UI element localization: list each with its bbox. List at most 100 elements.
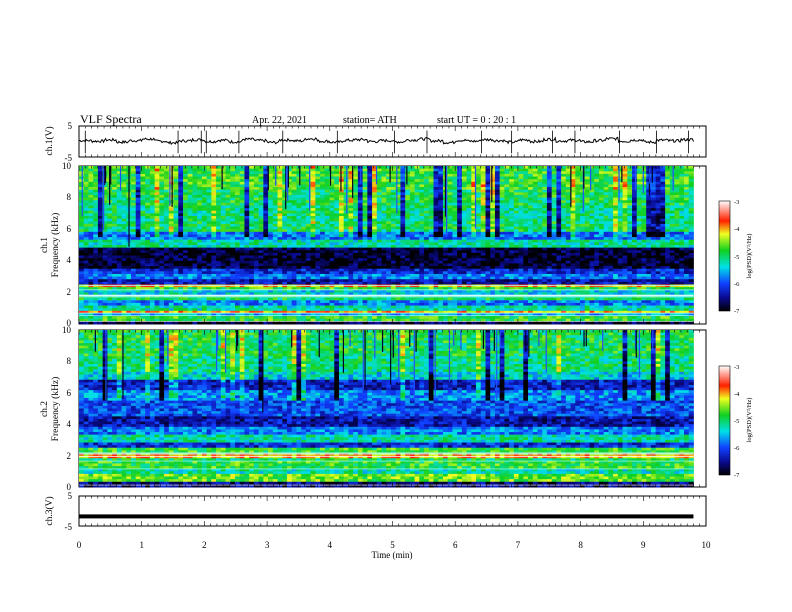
- spectrogram-cell: [424, 227, 429, 230]
- spectrogram-cell: [140, 237, 145, 240]
- spectrogram-cell: [249, 179, 254, 182]
- spectrogram-cell: [627, 208, 632, 211]
- spectrogram-cell: [504, 182, 509, 185]
- spectrogram-cell: [670, 216, 675, 219]
- spectrogram-cell: [197, 258, 202, 261]
- spectrogram-cell: [254, 169, 259, 172]
- spectrogram-cell: [372, 237, 377, 240]
- spectrogram-cell: [424, 250, 429, 253]
- spectrogram-cell: [608, 232, 613, 235]
- spectrogram-cell: [405, 195, 410, 198]
- spectrogram-cell: [367, 219, 372, 222]
- spectrogram-cell: [462, 234, 467, 237]
- spectrogram-cell: [192, 200, 197, 203]
- spectrogram-cell: [467, 229, 472, 232]
- spectrogram-cell: [637, 213, 642, 216]
- spectrogram-cell: [405, 198, 410, 201]
- spectrogram-cell: [254, 248, 259, 251]
- spectrogram-cell: [174, 166, 179, 169]
- spectrogram-cell: [495, 250, 500, 253]
- spectrogram-cell: [367, 242, 372, 245]
- spectrogram-cell: [188, 232, 193, 235]
- spectrogram-cell: [415, 234, 420, 237]
- spectrogram-cell: [377, 166, 382, 169]
- spectrogram-cell: [377, 195, 382, 198]
- spectrogram-cell: [126, 248, 131, 251]
- spectrogram-cell: [400, 250, 405, 253]
- spectrogram-cell: [452, 198, 457, 201]
- spectrogram-cell: [504, 256, 509, 259]
- spectrogram-cell: [400, 195, 405, 198]
- spectrogram-cell: [320, 195, 325, 198]
- spectrogram-cell: [462, 195, 467, 198]
- spectrogram-cell: [523, 200, 528, 203]
- spectrogram-cell: [519, 190, 524, 193]
- spectrogram-cell: [320, 248, 325, 251]
- spectrogram-cell: [334, 248, 339, 251]
- spectrogram-cell: [386, 221, 391, 224]
- spectrogram-cell: [542, 198, 547, 201]
- spectrogram-cell: [391, 234, 396, 237]
- spectrogram-cell: [192, 221, 197, 224]
- spectrogram-cell: [599, 195, 604, 198]
- spectrogram-cell: [268, 258, 273, 261]
- spectrogram-cell: [594, 248, 599, 251]
- spectrogram-cell: [259, 245, 264, 248]
- spectrogram-cell: [514, 190, 519, 193]
- spectrogram-cell: [112, 245, 117, 248]
- spectrogram-cell: [174, 198, 179, 201]
- spectrogram-cell: [561, 224, 566, 227]
- spectrogram-cell: [632, 171, 637, 174]
- spectrogram-cell: [178, 248, 183, 251]
- spectrogram-cell: [117, 240, 122, 243]
- spectrogram-cell: [415, 245, 420, 248]
- spectrogram-cell: [443, 261, 448, 264]
- spectrogram-cell: [500, 195, 505, 198]
- spectrogram-cell: [608, 192, 613, 195]
- spectrogram-cell: [377, 245, 382, 248]
- spectrogram-cell: [136, 234, 141, 237]
- spectrogram-cell: [537, 169, 542, 172]
- spectrogram-cell: [325, 169, 330, 172]
- spectrogram-cell: [675, 206, 680, 209]
- spectrogram-cell: [542, 184, 547, 187]
- spectrogram-cell: [330, 242, 335, 245]
- spectrogram-cell: [235, 171, 240, 174]
- spectrogram-cell: [646, 203, 651, 206]
- spectrogram-cell: [665, 174, 670, 177]
- spectrogram-cell: [169, 229, 174, 232]
- spectrogram-cell: [679, 174, 684, 177]
- spectrogram-cell: [136, 190, 141, 193]
- spectrogram-cell: [566, 211, 571, 214]
- spectrogram-cell: [556, 213, 561, 216]
- spectrogram-cell: [528, 250, 533, 253]
- spectrogram-cell: [131, 184, 136, 187]
- spectrogram-cell: [419, 174, 424, 177]
- spectrogram-cell: [358, 256, 363, 259]
- spectrogram-cell: [301, 227, 306, 230]
- spectrogram-cell: [386, 232, 391, 235]
- spectrogram-cell: [419, 253, 424, 256]
- spectrogram-cell: [226, 200, 231, 203]
- spectrogram-cell: [656, 192, 661, 195]
- spectrogram-cell: [188, 182, 193, 185]
- spectrogram-cell: [438, 174, 443, 177]
- spectrogram-cell: [263, 232, 268, 235]
- spectrogram-cell: [618, 234, 623, 237]
- spectrogram-cell: [117, 208, 122, 211]
- spectrogram-cell: [273, 248, 278, 251]
- spectrogram-cell: [434, 224, 439, 227]
- spectrogram-cell: [646, 250, 651, 253]
- spectrogram-cell: [618, 229, 623, 232]
- spectrogram-cell: [330, 229, 335, 232]
- spectrogram-cell: [254, 206, 259, 209]
- spectrogram-cell: [457, 190, 462, 193]
- spectrogram-cell: [358, 216, 363, 219]
- spectrogram-cell: [301, 245, 306, 248]
- spectrogram-cell: [646, 229, 651, 232]
- spectrogram-cell: [140, 206, 145, 209]
- spectrogram-cell: [556, 245, 561, 248]
- spectrogram-cell: [358, 240, 363, 243]
- spectrogram-cell: [386, 250, 391, 253]
- spectrogram-cell: [509, 248, 514, 251]
